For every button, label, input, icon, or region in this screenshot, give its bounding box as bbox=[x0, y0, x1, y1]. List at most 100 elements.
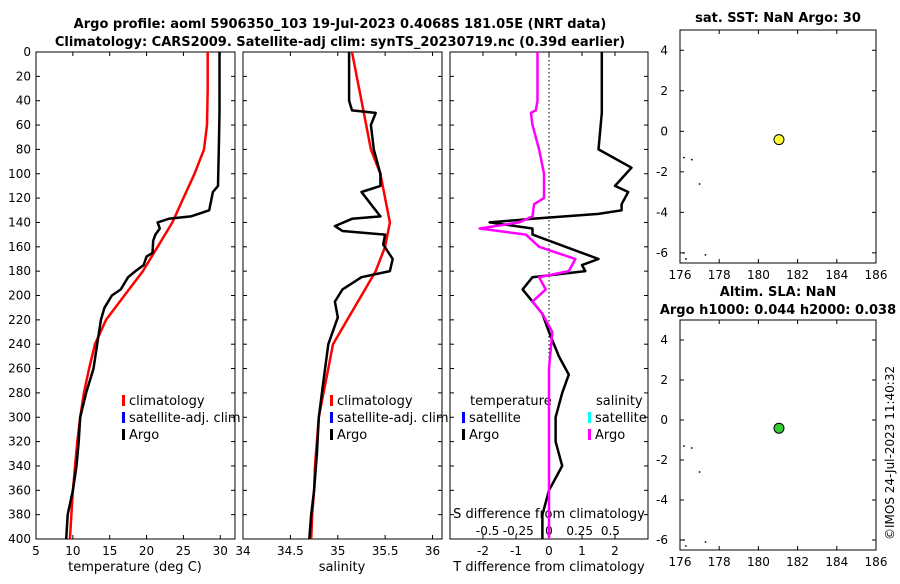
series-line-argo bbox=[308, 52, 394, 540]
coastline-speck bbox=[704, 541, 707, 543]
legend-swatch-satellite-adj bbox=[330, 412, 333, 423]
y-tick-label: 120 bbox=[8, 191, 31, 205]
title-line-2: Climatology: CARS2009. Satellite-adj cli… bbox=[55, 35, 625, 50]
y-tick-label: 220 bbox=[8, 313, 31, 327]
coastline-speck bbox=[684, 545, 687, 547]
map-x-tick-label: 184 bbox=[825, 268, 848, 282]
legend-swatch-s-satellite bbox=[588, 412, 591, 423]
map-y-tick-label: -6 bbox=[656, 533, 668, 547]
profile-location-point bbox=[773, 134, 785, 146]
x-tick-label: 1 bbox=[578, 544, 586, 558]
difference-legend: temperature satellite Argo salinity sate… bbox=[462, 394, 647, 443]
temperature-legend: climatology satellite-adj. clim Argo bbox=[122, 394, 241, 443]
legend-label-t-argo: Argo bbox=[469, 428, 499, 443]
legend-swatch-argo bbox=[122, 429, 125, 440]
x-tick-label: 5 bbox=[32, 544, 40, 558]
legend-label-climatology: climatology bbox=[129, 394, 205, 409]
coastline-speck bbox=[698, 183, 701, 185]
legend-label-s-argo: Argo bbox=[595, 428, 625, 443]
legend-label-satellite-adj: satellite-adj. clim bbox=[129, 411, 241, 426]
map-x-tick-label: 178 bbox=[708, 555, 731, 569]
map-y-tick-label: -4 bbox=[656, 205, 668, 219]
x-tick-label: 35 bbox=[330, 544, 345, 558]
y-tick-label: 240 bbox=[8, 337, 31, 351]
legend-label-t-satellite: satellite bbox=[469, 411, 521, 426]
map-x-tick-label: 178 bbox=[708, 268, 731, 282]
x-tick-label: 34 bbox=[235, 544, 250, 558]
x-tick-label: 30 bbox=[213, 544, 228, 558]
title-line-1: Argo profile: aoml 5906350_103 19-Jul-20… bbox=[74, 17, 607, 32]
map-y-tick-label: 4 bbox=[660, 333, 668, 347]
temperature-axes bbox=[35, 51, 236, 540]
x-tick-label: 20 bbox=[139, 544, 154, 558]
map-y-tick-label: -2 bbox=[656, 165, 668, 179]
y-tick-label: 200 bbox=[8, 289, 31, 303]
series-line-climatology bbox=[68, 52, 209, 540]
map-x-tick-label: 176 bbox=[669, 268, 692, 282]
y-tick-label: 0 bbox=[23, 45, 31, 59]
coastline-speck bbox=[690, 158, 693, 161]
sla-title-1: Altim. SLA: NaN bbox=[720, 285, 836, 300]
coastline-speck bbox=[683, 251, 685, 254]
map-x-tick-label: 180 bbox=[747, 555, 770, 569]
coastline-speck bbox=[683, 156, 685, 159]
y-tick-label: 140 bbox=[8, 215, 31, 229]
x-tick-label: 0 bbox=[545, 544, 553, 558]
sst-map-axes bbox=[679, 29, 877, 264]
y-tick-label: 160 bbox=[8, 240, 31, 254]
x-tick-label: -1 bbox=[510, 544, 522, 558]
legend-swatch-s-argo bbox=[588, 429, 591, 440]
map-y-tick-label: 2 bbox=[660, 373, 668, 387]
map-y-tick-label: -4 bbox=[656, 493, 668, 507]
timestamp-stamp: ©IMOS 24-Jul-2023 11:40:32 bbox=[883, 366, 897, 540]
x-tick-label: 2 bbox=[611, 544, 619, 558]
legend-label-argo: Argo bbox=[337, 428, 367, 443]
series-line-temperature-argo bbox=[488, 52, 633, 539]
salinity-diff-tick-label: 0.5 bbox=[601, 524, 620, 538]
map-y-tick-label: 2 bbox=[660, 84, 668, 98]
y-tick-label: 20 bbox=[16, 69, 31, 83]
x-tick-label: 34.5 bbox=[277, 544, 304, 558]
legend-label-argo: Argo bbox=[129, 428, 159, 443]
salinity-diff-tick-label: -0.25 bbox=[503, 524, 534, 538]
temperature-xlabel: temperature (deg C) bbox=[68, 560, 202, 575]
coastline-speck bbox=[704, 253, 707, 256]
coastline-speck bbox=[683, 539, 685, 541]
coastline-speck bbox=[690, 447, 693, 449]
salinity-diff-tick-label: -0.5 bbox=[476, 524, 499, 538]
sla-title-2: Argo h1000: 0.044 h2000: 0.038 bbox=[660, 303, 896, 318]
map-y-tick-label: -2 bbox=[656, 453, 668, 467]
series-line-climatology bbox=[309, 51, 392, 540]
y-tick-label: 80 bbox=[16, 142, 31, 156]
salinity-diff-tick-label: 0.25 bbox=[566, 524, 593, 538]
legend-label-s-satellite: satellite bbox=[595, 411, 647, 426]
legend-label-climatology: climatology bbox=[337, 394, 413, 409]
map-x-tick-label: 186 bbox=[865, 268, 888, 282]
map-x-tick-label: 184 bbox=[825, 555, 848, 569]
legend-swatch-argo bbox=[330, 429, 333, 440]
map-x-tick-label: 180 bbox=[747, 268, 770, 282]
y-tick-label: 380 bbox=[8, 508, 31, 522]
legend-swatch-t-satellite bbox=[462, 412, 465, 423]
y-tick-label: 280 bbox=[8, 386, 31, 400]
y-tick-label: 180 bbox=[8, 264, 31, 278]
sst-title: sat. SST: NaN Argo: 30 bbox=[695, 11, 861, 26]
map-y-tick-label: 4 bbox=[660, 43, 668, 57]
coastline-speck bbox=[684, 258, 687, 260]
y-tick-label: 60 bbox=[16, 118, 31, 132]
map-x-tick-label: 182 bbox=[786, 555, 809, 569]
map-y-tick-label: 0 bbox=[660, 413, 668, 427]
y-tick-label: 300 bbox=[8, 410, 31, 424]
legend-swatch-climatology bbox=[122, 395, 125, 406]
map-y-tick-label: 0 bbox=[660, 124, 668, 138]
y-tick-label: 320 bbox=[8, 435, 31, 449]
x-tick-label: 25 bbox=[176, 544, 191, 558]
series-line-salinity-argo bbox=[478, 52, 577, 539]
y-tick-label: 260 bbox=[8, 362, 31, 376]
x-tick-label: 15 bbox=[102, 544, 117, 558]
sla-map-axes bbox=[679, 319, 877, 551]
y-tick-label: 340 bbox=[8, 459, 31, 473]
legend-swatch-climatology bbox=[330, 395, 333, 406]
